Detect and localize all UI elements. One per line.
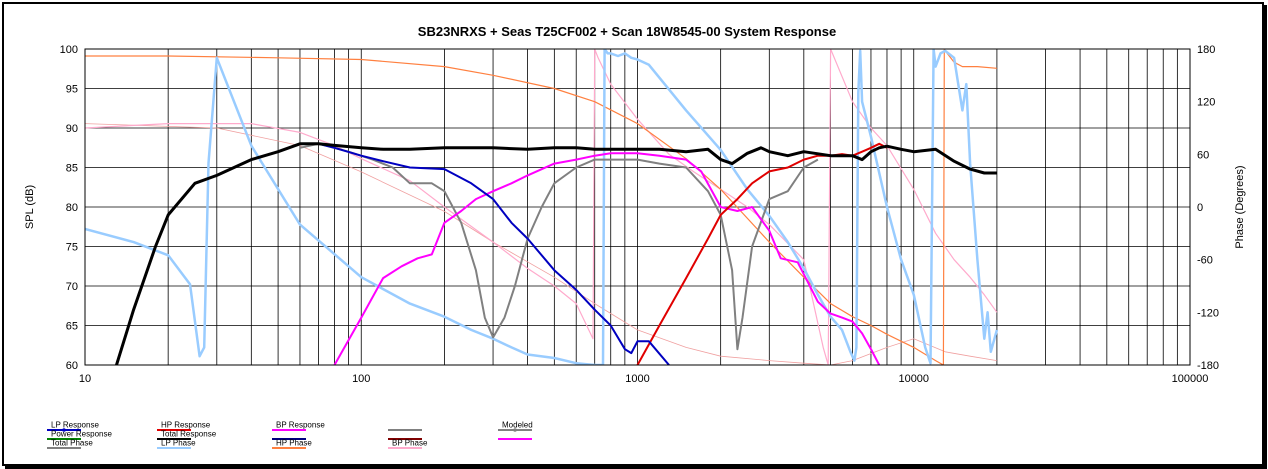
y-tick-label: 65 (66, 321, 78, 333)
series-lp-response (115, 142, 670, 365)
legend-item: Power Response (47, 430, 112, 440)
y2-tick-label: 60 (1197, 149, 1209, 161)
series-bp-response (333, 152, 881, 365)
x-tick-label: 10 (79, 373, 91, 385)
legend-label: HP Response (161, 421, 211, 430)
series-total-response (115, 142, 997, 365)
legend: LP Response HP Response BP Response Modeled… (47, 421, 533, 449)
legend-label: LP Phase (161, 439, 196, 448)
series-modeled (299, 142, 819, 351)
series-total-phase (85, 123, 997, 365)
y-tick-label: 100 (60, 44, 78, 56)
legend-label: LP Response (51, 421, 99, 430)
y2-tick-label: 120 (1197, 97, 1215, 109)
tick-labels: 10 100 1000 10000 100000 60 65 70 75 80 85 90 95 100 -… (60, 44, 1219, 385)
y-tick-label: 60 (66, 360, 78, 372)
legend-label: HP Phase (276, 439, 312, 448)
y-tick-label: 80 (66, 202, 78, 214)
x-tick-label: 10000 (898, 373, 929, 385)
x-tick-label: 100000 (1172, 373, 1209, 385)
legend-item: BP Phase (388, 439, 428, 449)
x-tick-label: 1000 (625, 373, 649, 385)
legend-label: Power Response (51, 430, 112, 439)
series-hp-response (636, 142, 888, 365)
legend-item: Modeled (498, 421, 533, 432)
legend-label: Total Response (161, 430, 217, 439)
legend-item: Total Response (157, 430, 217, 440)
series-bp-phase (85, 49, 998, 365)
chart-title: SB23NRXS + Seas T25CF002 + Scan 18W8545-… (418, 24, 836, 39)
y-tick-label: 90 (66, 123, 78, 135)
legend-item: LP Response (47, 421, 99, 432)
y-tick-label: 70 (66, 281, 78, 293)
y2-tick-label: -180 (1197, 360, 1219, 372)
y-tick-label: 75 (66, 242, 78, 254)
y2-tick-label: 180 (1197, 44, 1215, 56)
y2-tick-label: 0 (1197, 202, 1203, 214)
legend-item: HP Phase (272, 439, 312, 449)
y-tick-label: 95 (66, 84, 78, 96)
legend-label: BP Response (276, 421, 325, 430)
y-tick-label: 85 (66, 163, 78, 175)
legend-item: BP Response (272, 421, 325, 431)
y2-axis-label: Phase (Degrees) (1234, 165, 1246, 248)
y2-tick-label: -60 (1197, 255, 1213, 267)
grid (85, 49, 1190, 365)
legend-label: Modeled (502, 421, 533, 430)
series-lines (85, 49, 999, 365)
legend-label: Total Phase (51, 439, 93, 448)
legend-item: Total Phase (47, 439, 93, 449)
y-axis-label: SPL (dB) (24, 185, 36, 229)
legend-item: LP Phase (157, 439, 196, 449)
y2-tick-label: -120 (1197, 307, 1219, 319)
legend-item: HP Response (157, 421, 211, 431)
x-tick-label: 100 (352, 373, 370, 385)
chart-svg: SB23NRXS + Seas T25CF002 + Scan 18W8545-… (24, 24, 1246, 449)
legend-label: BP Phase (392, 439, 428, 448)
plot-area-border (84, 48, 1191, 366)
